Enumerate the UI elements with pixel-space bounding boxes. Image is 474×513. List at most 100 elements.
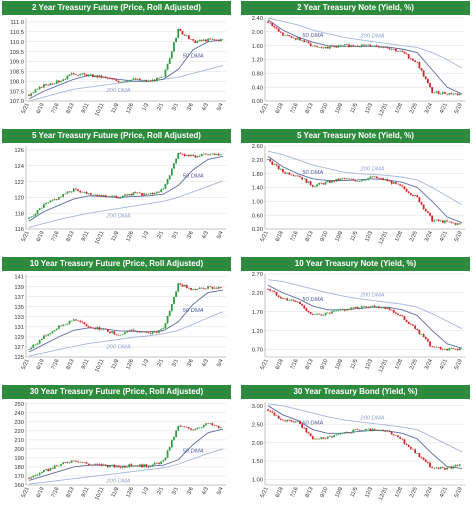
candle-body [66, 191, 69, 194]
candle-body [66, 462, 69, 463]
candle-body [194, 289, 197, 291]
candle-body [106, 196, 109, 198]
annotation-50dma: 50 DMA [302, 33, 323, 39]
candle-body [70, 191, 73, 193]
candle-body [301, 40, 304, 42]
candle-body [134, 78, 137, 80]
x-tick-label: 5/4 [216, 486, 225, 496]
candle-body [83, 73, 86, 75]
chart-plot: 160 170 180 190 200 210 220 230 240 250 5/21 6/19 7/… [14, 402, 226, 501]
candle-body [345, 44, 348, 45]
candle-body [87, 326, 90, 328]
candle-body [138, 464, 141, 467]
candle-body [377, 46, 380, 48]
candle-body [207, 154, 209, 156]
y-tick-label: 210 [14, 438, 24, 444]
candle-body [94, 327, 96, 330]
candle-body [269, 289, 272, 291]
candle-body [437, 467, 440, 469]
candle-body [92, 194, 94, 196]
candle-body [109, 78, 111, 80]
candle-body [350, 45, 353, 48]
candle-body [435, 467, 438, 469]
candle-body [343, 309, 346, 311]
candle-body [162, 188, 165, 190]
candle-body [30, 477, 33, 479]
candle-body [269, 22, 272, 24]
candle-body [269, 410, 272, 412]
candle-body [439, 220, 442, 222]
candle-body [89, 193, 92, 195]
annotation-200dma: 200 DMA [105, 213, 130, 219]
chart-title: 30 Year Treasury Bond (Yield, %) [241, 385, 470, 399]
candle-body [55, 199, 58, 200]
candle-body [382, 47, 385, 48]
candle-body [183, 426, 186, 428]
candle-body [333, 46, 335, 48]
candle-body [147, 466, 150, 468]
candle-body [375, 45, 378, 47]
x-tick-label: 5/21 [260, 230, 270, 242]
x-tick-label: 3/6 [186, 486, 195, 496]
candle-body [437, 91, 440, 95]
candle-body [446, 220, 448, 222]
candle-body [83, 191, 86, 193]
candle-body [196, 41, 199, 43]
candle-body [68, 320, 71, 324]
candle-body [121, 81, 124, 83]
candle-body [275, 292, 278, 296]
candle-body [194, 155, 197, 158]
candle-body [119, 467, 122, 468]
candle-body [38, 208, 41, 211]
candle-body [51, 83, 54, 85]
candle-body [418, 329, 421, 335]
candle-body [279, 418, 282, 420]
candle-body [384, 179, 387, 181]
candle-body [47, 469, 50, 471]
candle-body [113, 79, 116, 80]
x-tick-label: 2/1 [156, 358, 165, 368]
candle-body [160, 76, 163, 78]
candle-body [384, 47, 387, 48]
candle-body [435, 347, 438, 348]
candle-body [424, 459, 427, 462]
candle-body [277, 415, 280, 419]
candle-body [424, 337, 427, 339]
candle-body [200, 287, 203, 289]
candle-body [98, 327, 101, 330]
candle-body [384, 430, 387, 432]
candle-body [320, 182, 323, 184]
candle-body [211, 39, 214, 40]
candle-body [314, 45, 316, 47]
candle-body [134, 192, 137, 193]
y-tick-label: 111.0 [10, 20, 24, 26]
x-tick-label: 12/31 [378, 486, 389, 501]
candle-body [407, 191, 410, 194]
candle-body [156, 331, 158, 333]
candle-body [369, 306, 372, 308]
candle-body [303, 427, 306, 429]
candle-body [170, 440, 173, 448]
x-tick-label: 8/13 [305, 486, 315, 498]
candle-body [209, 286, 212, 287]
annotation-200dma: 200 DMA [359, 166, 384, 172]
series-50dma-line [28, 155, 224, 222]
x-tick-label: 5/21 [260, 486, 270, 498]
candle-body [311, 45, 314, 47]
candle-body [34, 475, 37, 476]
candle-body [72, 319, 75, 321]
candle-body [352, 429, 355, 433]
x-tick-label: 11/8 [110, 358, 120, 370]
candle-body [96, 327, 99, 330]
candle-body [386, 307, 389, 309]
y-tick-label: 180 [14, 465, 24, 471]
candle-body [267, 289, 269, 290]
candle-body [190, 287, 192, 290]
candle-body [431, 87, 434, 93]
candle-body [111, 196, 114, 197]
y-tick-label: 1.60 [252, 44, 263, 50]
candle-body [64, 79, 67, 80]
candle-body [181, 30, 184, 35]
candle-body [151, 331, 154, 334]
candle-body [100, 329, 103, 331]
